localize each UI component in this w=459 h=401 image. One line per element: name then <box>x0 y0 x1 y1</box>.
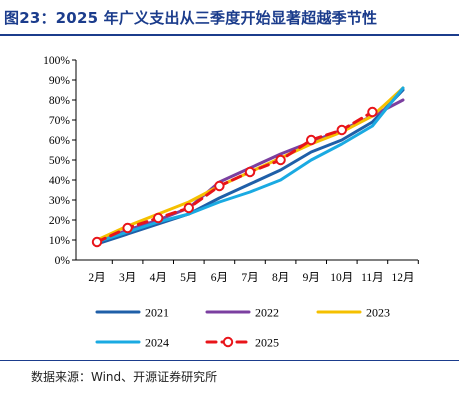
series-point-2025 <box>367 106 378 118</box>
source-note: 数据来源：Wind、开源证券研究所 <box>31 370 218 384</box>
x-tick-label: 7月 <box>241 272 258 284</box>
title-rule <box>0 34 459 36</box>
x-tick-label: 3月 <box>119 272 136 284</box>
figure-title: 图23：2025 年广义支出从三季度开始显著超越季节性 <box>4 9 378 27</box>
x-tick-label: 2月 <box>88 272 105 284</box>
x-tick-label: 8月 <box>272 272 289 284</box>
legend-label-2025: 2025 <box>255 336 279 350</box>
series-point-2025 <box>336 124 347 136</box>
y-tick-label: 60% <box>49 135 71 147</box>
legend-label-2024: 2024 <box>145 336 169 350</box>
y-tick-label: 30% <box>49 195 71 207</box>
y-tick-label: 80% <box>49 95 71 107</box>
x-tick-label: 5月 <box>180 272 197 284</box>
series-point-2025 <box>153 212 164 224</box>
y-tick-label: 40% <box>49 175 71 187</box>
legend-label-2023: 2023 <box>366 306 390 320</box>
series-point-2025 <box>122 222 133 234</box>
series-point-2025 <box>275 154 286 166</box>
x-tick-label: 11月 <box>361 272 384 284</box>
source-rule <box>0 360 459 361</box>
y-tick-label: 10% <box>49 235 71 247</box>
x-tick-label: 12月 <box>392 272 415 284</box>
series-line-2024 <box>95 86 405 244</box>
x-tick-label: 4月 <box>150 272 167 284</box>
series-point-2025 <box>306 134 317 146</box>
y-tick-label: 70% <box>49 115 71 127</box>
series-point-2025 <box>183 202 195 214</box>
series-point-2025 <box>91 236 103 248</box>
series-line-2021 <box>95 88 405 246</box>
series-line-2023 <box>95 86 405 242</box>
y-tick-label: 90% <box>49 75 71 87</box>
legend-label-2022: 2022 <box>255 306 279 320</box>
chart-axes: 0% 10% 20% 30% 40% 50% 60% 70% 80% 90% 100% 2月 3月 4月 5… <box>43 55 419 284</box>
chart-legend: 2021 2022 2023 2024 2025 <box>95 306 390 350</box>
y-tick-label: 20% <box>49 215 71 227</box>
y-tick-label: 100% <box>43 55 70 67</box>
legend-marker-2025 <box>222 336 234 348</box>
x-tick-label: 10月 <box>330 272 353 284</box>
line-chart: 0% 10% 20% 30% 40% 50% 60% 70% 80% 90% 100% 2月 3月 4月 5… <box>43 55 419 350</box>
x-tick-label: 6月 <box>211 272 228 284</box>
series-point-2025 <box>214 180 225 192</box>
y-tick-label: 50% <box>49 155 71 167</box>
series-line-2025 <box>95 110 374 244</box>
series-point-2025 <box>244 166 256 178</box>
chart-series <box>91 86 405 248</box>
y-tick-label: 0% <box>55 255 71 267</box>
x-tick-label: 9月 <box>303 272 320 284</box>
legend-label-2021: 2021 <box>145 306 169 320</box>
